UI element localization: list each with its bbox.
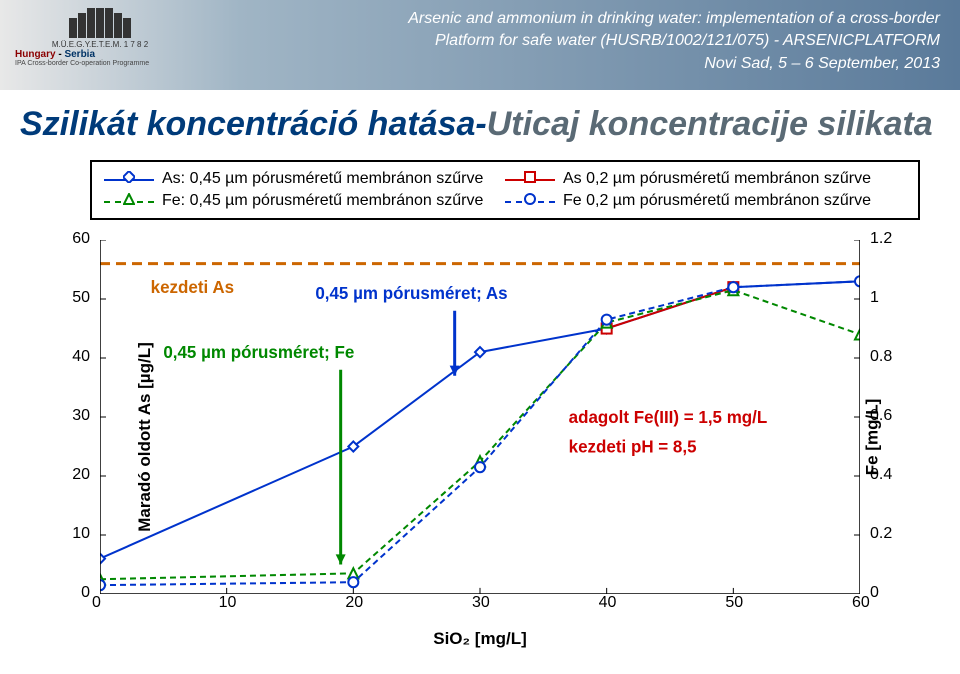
x-tick: 20 [345, 594, 363, 612]
x-label: SiO₂ [mg/L] [433, 629, 527, 649]
legend-label: Fe 0,2 µm pórusméretű membránon szűrve [563, 192, 871, 210]
header-bar: M.Ü.E.G.Y.E.T.E.M. 1 7 8 2 Hungary - Ser… [0, 0, 960, 90]
hungary-serbia-logo: Hungary - Serbia [15, 49, 185, 60]
y-left-tick: 10 [72, 525, 90, 543]
y-right-tick: 0.2 [870, 525, 892, 543]
x-tick: 10 [219, 594, 237, 612]
y-left-tick: 0 [81, 584, 90, 602]
legend-swatch [505, 171, 555, 187]
y-right-tick: 0.6 [870, 407, 892, 425]
x-tick: 0 [92, 594, 101, 612]
y-right-tick: 0.8 [870, 348, 892, 366]
y-left-tick: 20 [72, 466, 90, 484]
header-line3: Novi Sad, 5 – 6 September, 2013 [408, 53, 940, 75]
header-line1: Arsenic and ammonium in drinking water: … [408, 8, 940, 30]
legend-swatch [505, 193, 555, 209]
legend-label: As: 0,45 µm pórusméretű membránon szűrve [162, 170, 483, 188]
legend-item: Fe: 0,45 µm pórusméretű membránon szűrve [104, 192, 505, 210]
legend-item: Fe 0,2 µm pórusméretű membránon szűrve [505, 192, 906, 210]
legend-label: Fe: 0,45 µm pórusméretű membránon szűrve [162, 192, 483, 210]
plot: kezdeti As 0,45 µm pórusméret; As 0,45 µm … [100, 240, 860, 594]
legend-swatch [104, 171, 154, 187]
svg-text:adagolt Fe(III) = 1,5 mg/L: adagolt Fe(III) = 1,5 mg/L [569, 408, 768, 427]
legend-item: As: 0,45 µm pórusméretű membránon szűrve [104, 170, 505, 188]
y-left-tick: 60 [72, 230, 90, 248]
y-left-tick: 50 [72, 289, 90, 307]
svg-text:kezdeti pH = 8,5: kezdeti pH = 8,5 [569, 437, 697, 456]
building-icon [50, 8, 150, 38]
y-axis-left: 0102030405060 [60, 240, 100, 594]
header-line2: Platform for safe water (HUSRB/1002/121/… [408, 30, 940, 52]
title-part2: Uticaj koncentracije silikata [487, 105, 933, 143]
logo-year: M.Ü.E.G.Y.E.T.E.M. 1 7 8 2 [15, 40, 185, 49]
y-left-tick: 30 [72, 407, 90, 425]
header-text: Arsenic and ammonium in drinking water: … [408, 8, 940, 75]
x-tick: 40 [599, 594, 617, 612]
y-right-tick: 1 [870, 289, 879, 307]
logo-subtitle: IPA Cross-border Co-operation Programme [15, 60, 185, 67]
y-axis-right: 00.20.40.60.811.2 [860, 240, 900, 594]
legend-swatch [104, 193, 154, 209]
plot-svg: kezdeti As 0,45 µm pórusméret; As 0,45 µm … [100, 240, 860, 594]
y-left-tick: 40 [72, 348, 90, 366]
svg-text:kezdeti As: kezdeti As [151, 278, 234, 297]
page-title: Szilikát koncentráció hatása-Uticaj konc… [20, 105, 933, 144]
y-right-tick: 1.2 [870, 230, 892, 248]
svg-text:0,45 µm pórusméret; As: 0,45 µm pórusméret; As [315, 284, 507, 303]
x-axis: 0102030405060 [100, 594, 860, 624]
title-part1: Szilikát koncentráció hatása- [20, 105, 487, 143]
x-tick: 50 [725, 594, 743, 612]
legend: As: 0,45 µm pórusméretű membránon szűrve… [90, 160, 920, 220]
y-right-tick: 0.4 [870, 466, 892, 484]
legend-label: As 0,2 µm pórusméretű membránon szűrve [563, 170, 871, 188]
chart-area: Maradó oldott As [µg/L] Fe [mg/L] 010203… [60, 230, 900, 644]
x-tick: 30 [472, 594, 490, 612]
legend-item: As 0,2 µm pórusméretű membránon szűrve [505, 170, 906, 188]
svg-text:0,45 µm pórusméret; Fe: 0,45 µm pórusméret; Fe [163, 343, 354, 362]
x-tick: 60 [852, 594, 870, 612]
y-right-tick: 0 [870, 584, 879, 602]
logo-area: M.Ü.E.G.Y.E.T.E.M. 1 7 8 2 Hungary - Ser… [15, 8, 185, 78]
